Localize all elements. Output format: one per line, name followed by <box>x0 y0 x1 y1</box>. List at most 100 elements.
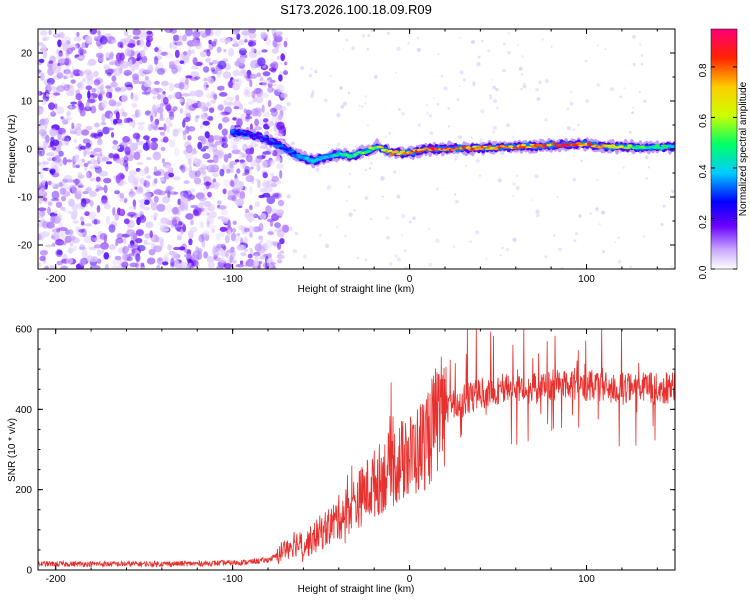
noise-blob <box>96 258 102 264</box>
noise-speck <box>623 87 626 89</box>
ridge-blob <box>346 155 352 159</box>
noise-speck <box>312 90 315 93</box>
noise-blob <box>276 229 285 238</box>
ridge-blob <box>671 145 675 147</box>
noise-speck <box>428 262 433 267</box>
noise-blob <box>188 165 192 174</box>
colorbar-tick-label: 0.4 <box>698 164 709 178</box>
noise-blob <box>272 39 278 48</box>
noise-blob <box>283 61 288 66</box>
noise-blob <box>166 203 173 213</box>
noise-speck <box>631 153 634 156</box>
noise-speck <box>273 83 277 87</box>
noise-blob <box>188 238 193 246</box>
noise-blob <box>200 124 204 130</box>
noise-blob <box>242 145 247 151</box>
noise-blob <box>187 135 192 141</box>
noise-blob <box>68 229 74 236</box>
noise-blob <box>241 29 250 36</box>
noise-blob <box>63 57 72 67</box>
ridge-blob <box>334 154 340 157</box>
noise-blob <box>129 142 139 151</box>
noise-blob <box>91 87 97 93</box>
noise-blob <box>38 142 42 146</box>
noise-blob <box>240 252 247 257</box>
noise-blob <box>183 117 191 123</box>
noise-blob <box>124 163 129 172</box>
noise-speck <box>394 71 397 74</box>
noise-blob <box>269 79 276 83</box>
noise-speck <box>485 257 488 260</box>
noise-blob <box>283 40 288 48</box>
noise-blob <box>51 147 57 151</box>
noise-speck <box>347 91 351 95</box>
noise-speck <box>429 131 434 136</box>
noise-blob <box>174 147 180 157</box>
noise-blob <box>103 65 110 70</box>
noise-blob <box>67 105 76 111</box>
noise-blob <box>279 170 283 179</box>
noise-blob <box>236 168 241 174</box>
noise-speck <box>401 234 404 237</box>
noise-blob <box>206 101 211 108</box>
noise-blob <box>216 247 224 252</box>
noise-blob <box>76 82 82 89</box>
noise-blob <box>227 219 231 228</box>
noise-speck <box>388 131 392 135</box>
ridge-blob <box>661 144 667 147</box>
noise-blob <box>271 29 277 37</box>
noise-blob <box>99 36 108 45</box>
noise-blob <box>178 81 185 90</box>
noise-speck <box>425 103 428 107</box>
colorbar-tick-label: 0.6 <box>698 114 709 128</box>
noise-blob <box>64 138 70 146</box>
noise-speck <box>366 124 370 127</box>
noise-blob <box>262 262 270 269</box>
noise-blob <box>127 43 136 48</box>
noise-speck <box>447 125 451 128</box>
noise-blob <box>50 215 56 225</box>
noise-speck <box>347 185 351 189</box>
noise-blob <box>271 88 276 92</box>
ridge-blob <box>520 143 527 147</box>
ridge-blob <box>610 144 616 147</box>
noise-blob <box>135 262 139 269</box>
noise-blob <box>124 48 132 57</box>
x-tick-label: -100 <box>223 574 243 585</box>
noise-blob <box>207 215 213 223</box>
noise-blob <box>68 104 73 109</box>
noise-speck <box>569 101 574 106</box>
noise-blob <box>138 262 142 266</box>
noise-blob <box>123 159 129 168</box>
noise-blob <box>185 213 194 220</box>
noise-blob <box>219 37 225 43</box>
noise-blob <box>145 242 153 246</box>
noise-blob <box>123 218 130 225</box>
noise-blob <box>87 60 96 67</box>
noise-blob <box>68 246 73 254</box>
noise-speck <box>535 87 539 92</box>
noise-blob <box>44 122 48 130</box>
noise-blob <box>274 132 281 136</box>
noise-speck <box>458 85 461 87</box>
noise-speck <box>386 31 390 35</box>
noise-speck <box>492 125 497 131</box>
noise-blob <box>260 251 266 259</box>
noise-blob <box>200 135 207 140</box>
noise-blob <box>90 132 98 138</box>
noise-blob <box>160 146 166 152</box>
noise-blob <box>90 105 97 114</box>
noise-blob <box>123 69 133 76</box>
noise-blob <box>220 243 226 249</box>
noise-blob <box>246 154 253 163</box>
colorbar-tick-label: 0.0 <box>698 265 709 279</box>
colorbar: 0.0 0.2 0.4 0.6 0.8 Normalized spectral ampl… <box>698 28 749 279</box>
noise-speck <box>522 84 527 89</box>
noise-speck <box>512 195 515 197</box>
noise-speck <box>364 168 368 172</box>
noise-blob <box>174 223 180 231</box>
noise-speck <box>370 217 373 221</box>
noise-blob <box>192 57 198 66</box>
ridge-blob <box>482 145 488 148</box>
noise-blob <box>210 164 218 172</box>
